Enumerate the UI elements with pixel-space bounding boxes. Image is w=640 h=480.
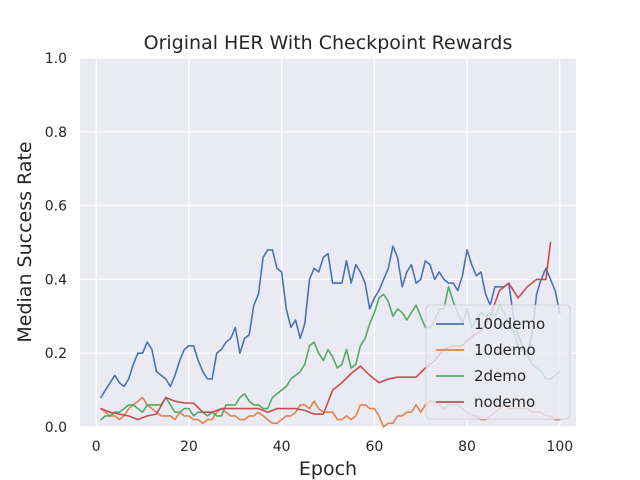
y-tick-label: 0.8	[45, 125, 67, 141]
y-tick-label: 0.0	[45, 420, 67, 436]
legend-label: nodemo	[474, 393, 535, 411]
x-tick-label: 40	[273, 439, 291, 455]
series-line-100demo	[100, 245, 561, 399]
legend-label: 100demo	[474, 315, 545, 333]
x-tick-labels: 0 20 40 60 80 100	[92, 439, 573, 455]
y-axis-label: Median Success Rate	[14, 141, 36, 342]
y-tick-labels: 0.0 0.2 0.4 0.6 0.8 1.0	[45, 51, 67, 436]
legend-label: 2demo	[474, 367, 526, 385]
chart-title: Original HER With Checkpoint Rewards	[144, 32, 513, 54]
x-tick-label: 80	[458, 439, 476, 455]
grid-lines	[80, 57, 576, 428]
y-tick-label: 0.6	[45, 199, 67, 215]
legend: 100demo 10demo 2demo nodemo	[425, 304, 571, 420]
x-tick-label: 100	[546, 439, 573, 455]
y-tick-label: 0.4	[45, 272, 67, 288]
y-tick-label: 0.2	[45, 346, 67, 362]
x-tick-label: 60	[365, 439, 383, 455]
x-tick-label: 0	[92, 439, 101, 455]
legend-label: 10demo	[474, 341, 536, 359]
x-tick-label: 20	[180, 439, 198, 455]
y-tick-label: 1.0	[45, 51, 67, 67]
legend-box	[425, 304, 571, 420]
series-line-10demo	[100, 396, 561, 428]
x-axis-label: Epoch	[299, 458, 357, 480]
